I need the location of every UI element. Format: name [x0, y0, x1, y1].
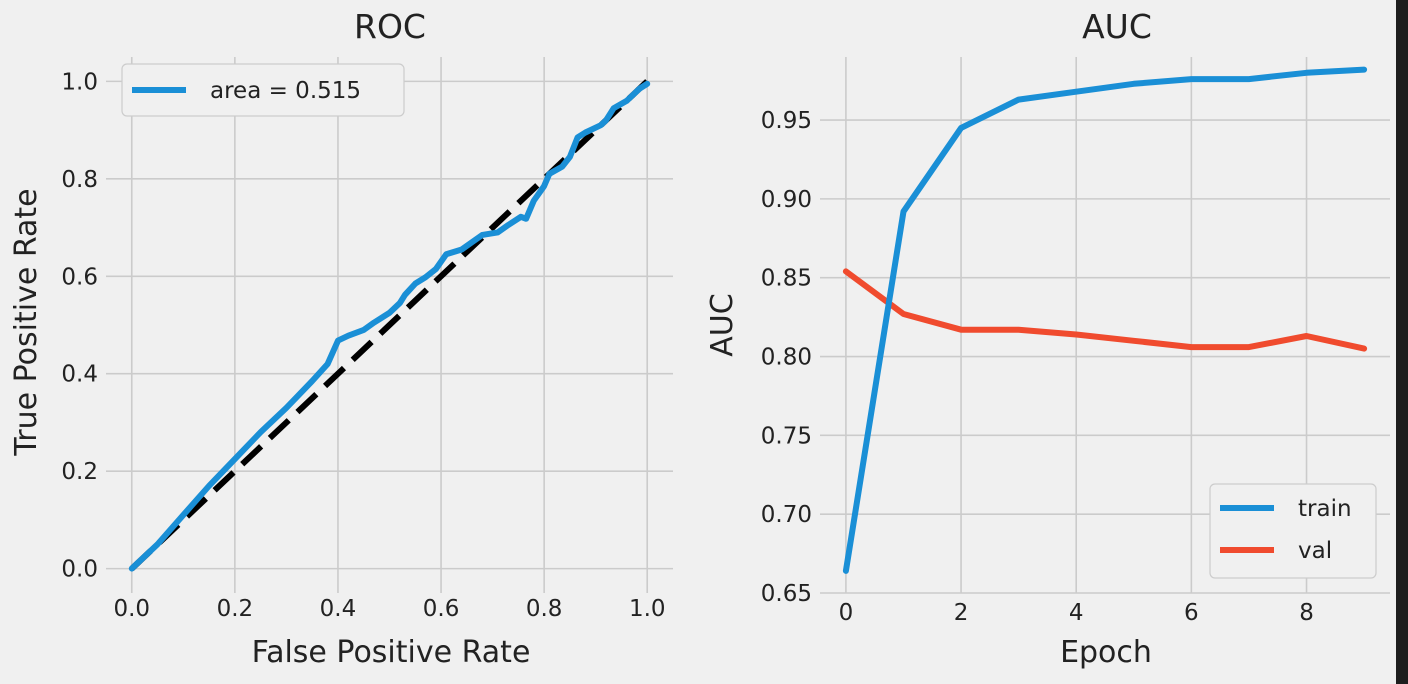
roc-chart: 0.0 0.2 0.4 0.6 0.8 1.0 0.0 0.2 0.4 0.6 0.8 1.0 RO… — [9, 7, 673, 670]
roc-y-tick-label: 0.4 — [61, 362, 98, 388]
roc-reference-diagonal — [129, 79, 650, 571]
auc-y-tick-label: 0.90 — [761, 187, 812, 213]
auc-title: AUC — [1082, 7, 1152, 46]
auc-x-tick-label: 4 — [1069, 600, 1084, 626]
auc-y-axis-label: AUC — [705, 293, 740, 356]
roc-x-tick-label: 1.0 — [629, 596, 666, 622]
auc-x-tick-label: 2 — [954, 600, 969, 626]
roc-y-tick-label: 1.0 — [61, 69, 98, 95]
roc-y-tick-label: 0.0 — [61, 557, 98, 583]
roc-y-tick-label: 0.6 — [61, 264, 98, 290]
roc-curve-layer — [128, 80, 651, 572]
auc-y-tick-label: 0.80 — [761, 345, 812, 371]
roc-diagonal-line — [129, 79, 650, 571]
roc-legend-box — [121, 63, 405, 117]
auc-chart: 0 2 4 6 8 0.65 0.70 0.75 0.80 0.85 0.90 0.95 AUC E… — [705, 7, 1390, 670]
window-edge — [1396, 0, 1408, 684]
auc-legend-label-val: val — [1298, 538, 1332, 564]
roc-y-tick-label: 0.2 — [61, 459, 98, 485]
roc-y-tick-label: 0.8 — [61, 167, 98, 193]
auc-x-tick-label: 8 — [1299, 600, 1314, 626]
roc-x-tick-label: 0.4 — [320, 596, 357, 622]
auc-y-tick-label: 0.70 — [761, 502, 812, 528]
auc-y-tick-label: 0.95 — [761, 108, 812, 134]
auc-x-tick-label: 6 — [1184, 600, 1199, 626]
auc-x-tick-label: 0 — [839, 600, 854, 626]
roc-x-tick-label: 0.8 — [526, 596, 563, 622]
auc-y-tick-labels: 0.65 0.70 0.75 0.80 0.85 0.90 0.95 — [761, 108, 812, 607]
roc-curve — [128, 80, 651, 572]
roc-x-tick-label: 0.0 — [113, 596, 150, 622]
roc-legend: area = 0.515 — [121, 63, 405, 117]
auc-y-tick-label: 0.65 — [761, 581, 812, 607]
auc-line-val — [842, 268, 1368, 352]
auc-y-tick-label: 0.85 — [761, 266, 812, 292]
auc-series-layer — [842, 66, 1368, 574]
auc-x-tick-labels: 0 2 4 6 8 — [839, 600, 1314, 626]
auc-legend-label-train: train — [1298, 496, 1352, 522]
roc-x-tick-label: 0.2 — [217, 596, 254, 622]
auc-y-tick-label: 0.75 — [761, 423, 812, 449]
auc-x-axis-label: Epoch — [1060, 635, 1152, 670]
roc-x-tick-label: 0.6 — [423, 596, 460, 622]
roc-y-tick-labels: 0.0 0.2 0.4 0.6 0.8 1.0 — [61, 69, 98, 582]
auc-legend: train val — [1209, 483, 1377, 579]
roc-x-tick-labels: 0.0 0.2 0.4 0.6 0.8 1.0 — [113, 596, 665, 622]
roc-title: ROC — [354, 7, 426, 46]
auc-line-train — [842, 66, 1368, 574]
roc-x-axis-label: False Positive Rate — [252, 635, 531, 670]
roc-legend-label: area = 0.515 — [210, 78, 361, 104]
roc-y-axis-label: True Positive Rate — [9, 188, 44, 456]
